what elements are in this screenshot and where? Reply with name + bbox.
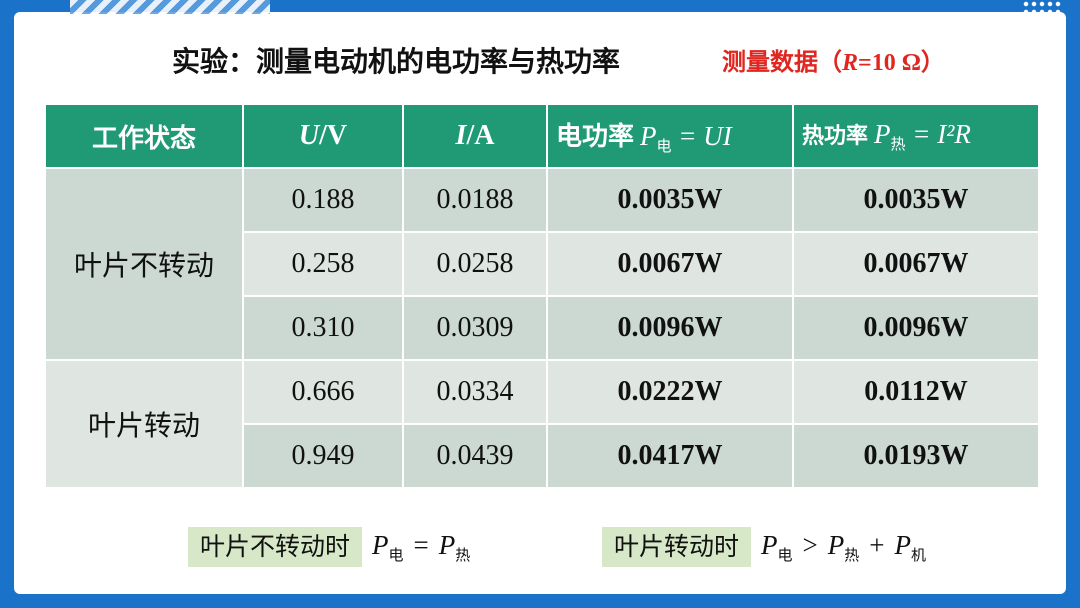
voltage-cell: 0.310 [242, 295, 404, 361]
subtitle-rest: =10 Ω [858, 50, 921, 76]
header-heat-power: 热功率 P热 = I²R [792, 103, 1040, 169]
conclusion-equation: P电 = P热 [372, 529, 471, 564]
subtitle-prefix: 测量数据（ [722, 48, 842, 76]
current-cell: 0.0309 [402, 295, 548, 361]
header-state: 工作状态 [44, 103, 244, 169]
decorative-stripes [70, 0, 270, 14]
table-row: 0.310 0.0309 0.0096W 0.0096W [45, 295, 1040, 361]
voltage-cell: 0.949 [242, 423, 404, 489]
voltage-cell: 0.258 [242, 231, 404, 297]
current-cell: 0.0334 [402, 359, 548, 425]
electric-power-cell: 0.0067W [546, 231, 794, 297]
header-electric-power: 电功率 P电 = UI [546, 103, 794, 169]
electric-power-cell: 0.0222W [546, 359, 794, 425]
electric-power-cell: 0.0417W [546, 423, 794, 489]
subtitle-suffix: ） [920, 48, 945, 76]
table-row: 0.258 0.0258 0.0067W 0.0067W [45, 231, 1040, 297]
current-cell: 0.0258 [402, 231, 548, 297]
data-table: 工作状态 U/V I/A 电功率 P电 = UI 热功率 P热 = I²R 叶片不转… [44, 103, 1040, 489]
heat-power-cell: 0.0096W [792, 295, 1040, 361]
conclusion-label: 叶片转动时 [602, 527, 752, 567]
table-row: 叶片不转动 0.188 0.0188 0.0035W 0.0035W [44, 167, 1040, 361]
conclusion-label: 叶片不转动时 [188, 527, 363, 567]
slide-title: 实验：测量电动机的电功率与热功率 [172, 45, 621, 78]
conclusion-static: 叶片不转动时 P电 = P热 [188, 527, 470, 567]
slide-subtitle: 测量数据（R=10 Ω） [722, 42, 945, 77]
current-cell: 0.0439 [402, 423, 548, 489]
conclusion-rotating: 叶片转动时 P电 > P热 + P机 [602, 527, 926, 567]
table-row: 0.949 0.0439 0.0417W 0.0193W [45, 423, 1040, 489]
heat-power-cell: 0.0067W [792, 231, 1040, 297]
state-cell: 叶片转动 [44, 359, 244, 489]
current-cell: 0.0188 [402, 167, 548, 233]
voltage-cell: 0.666 [242, 359, 404, 425]
electric-power-cell: 0.0035W [546, 167, 794, 233]
header-current: I/A [402, 103, 548, 169]
conclusion-equation: P电 > P热 + P机 [761, 529, 927, 564]
decorative-dots [1022, 0, 1062, 12]
header-row: 工作状态 U/V I/A 电功率 P电 = UI 热功率 P热 = I²R [44, 103, 1040, 169]
heat-power-cell: 0.0035W [792, 167, 1040, 233]
subtitle-var: R [842, 50, 859, 76]
heat-power-cell: 0.0193W [792, 423, 1040, 489]
voltage-cell: 0.188 [242, 167, 404, 233]
table-row: 叶片转动 0.666 0.0334 0.0222W 0.0112W [44, 359, 1040, 489]
header-voltage: U/V [242, 103, 404, 169]
state-cell: 叶片不转动 [44, 167, 244, 361]
heat-power-cell: 0.0112W [792, 359, 1040, 425]
electric-power-cell: 0.0096W [546, 295, 794, 361]
